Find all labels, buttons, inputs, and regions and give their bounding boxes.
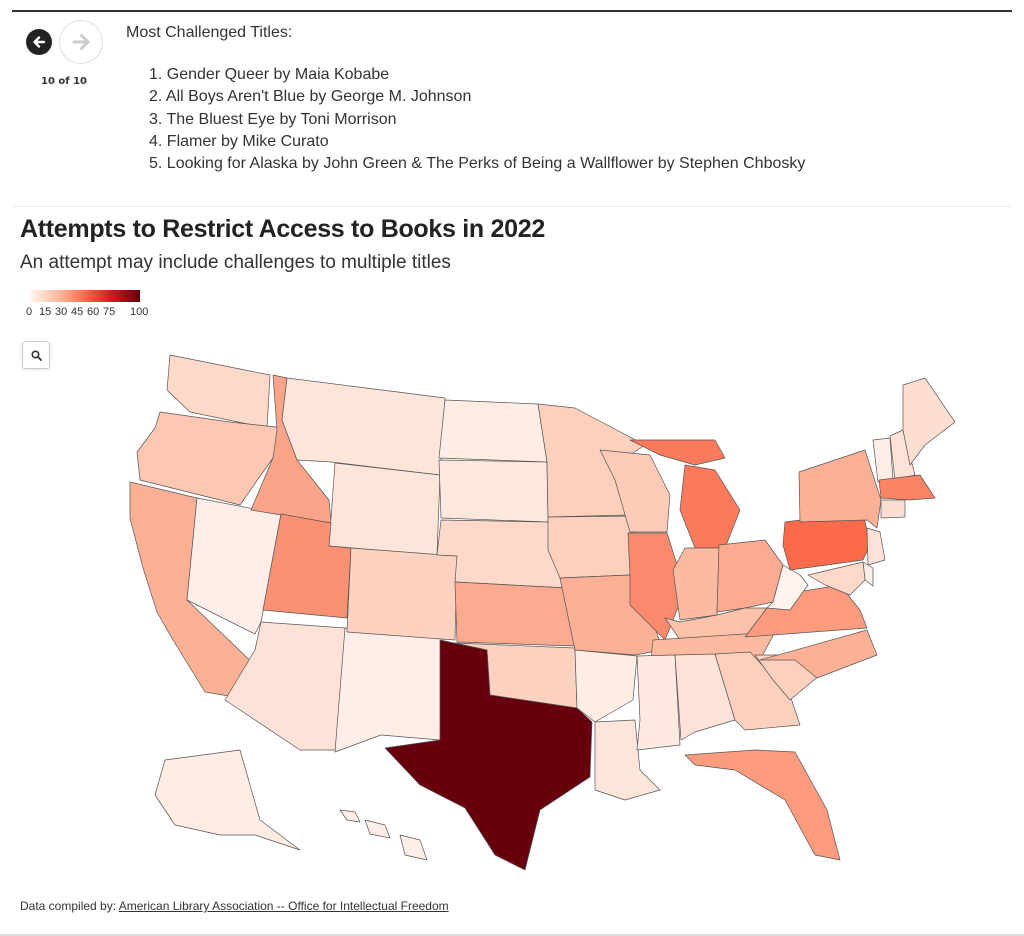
list-item: 3. The Bluest Eye by Toni Morrison (149, 110, 397, 128)
state-az[interactable] (224, 621, 346, 751)
us-choropleth-map (129, 354, 955, 871)
state-vt[interactable] (872, 437, 894, 483)
legend-tick: 75 (103, 306, 116, 318)
legend-tick: 15 (39, 306, 52, 318)
state-ma[interactable] (878, 474, 936, 501)
state-ak[interactable] (154, 749, 301, 851)
legend-tick: 45 (71, 306, 84, 318)
state-md[interactable] (807, 561, 866, 596)
top-divider (12, 10, 1012, 12)
state-la[interactable] (594, 719, 661, 801)
arrow-right-icon (72, 34, 90, 50)
state-ct[interactable] (880, 499, 906, 519)
source-link[interactable]: American Library Association -- Office f… (118, 899, 449, 913)
state-ms[interactable] (636, 654, 681, 751)
section-divider (12, 206, 1012, 207)
state-hi[interactable] (339, 809, 428, 861)
state-fl[interactable] (684, 749, 841, 861)
list-item: 2. All Boys Aren't Blue by George M. Joh… (149, 88, 472, 106)
state-ga[interactable] (714, 651, 801, 731)
state-ia[interactable] (547, 515, 636, 579)
state-nm[interactable] (334, 627, 444, 753)
arrow-left-icon (33, 36, 46, 48)
next-button[interactable] (59, 20, 103, 64)
search-icon (30, 349, 42, 361)
state-wi[interactable] (599, 449, 671, 533)
state-me[interactable] (902, 377, 955, 466)
state-co[interactable] (346, 547, 458, 641)
state-sd[interactable] (438, 459, 549, 523)
footer-credit: Data compiled by: American Library Assoc… (20, 899, 449, 913)
previous-button[interactable] (26, 29, 52, 55)
state-ne[interactable] (436, 519, 568, 589)
legend-tick: 30 (55, 306, 68, 318)
titles-heading: Most Challenged Titles: (126, 24, 293, 41)
state-or[interactable] (136, 411, 286, 506)
legend-color-ramp (30, 290, 140, 302)
map-subtitle: An attempt may include challenges to mul… (20, 252, 451, 273)
state-nd[interactable] (438, 399, 548, 463)
state-wv[interactable] (766, 564, 809, 611)
legend-tick: 0 (26, 306, 33, 318)
legend-tick: 100 (130, 306, 149, 318)
state-nh[interactable] (889, 429, 916, 481)
state-in[interactable] (672, 547, 720, 621)
state-wy[interactable] (328, 462, 441, 556)
state-tx[interactable] (384, 639, 593, 871)
state-ar[interactable] (574, 649, 638, 723)
state-nc[interactable] (759, 629, 878, 679)
bottom-divider (0, 934, 1024, 936)
state-nj[interactable] (866, 527, 886, 566)
state-ny[interactable] (798, 449, 882, 529)
list-item: 4. Flamer by Mike Curato (149, 132, 329, 150)
zoom-search-button[interactable] (22, 341, 50, 369)
titles-list: 1. Gender Queer by Maia Kobabe 2. All Bo… (149, 64, 805, 175)
state-mt[interactable] (281, 377, 446, 476)
map-title: Attempts to Restrict Access to Books in … (20, 215, 545, 243)
list-item: 5. Looking for Alaska by John Green & Th… (149, 155, 806, 173)
state-al[interactable] (674, 653, 736, 741)
legend-tick: 60 (87, 306, 100, 318)
slide-counter: 10 of 10 (41, 76, 88, 87)
list-item: 1. Gender Queer by Maia Kobabe (149, 66, 390, 83)
state-wa[interactable] (166, 354, 271, 429)
footer-prefix: Data compiled by: (20, 899, 117, 913)
state-ks[interactable] (454, 581, 576, 647)
